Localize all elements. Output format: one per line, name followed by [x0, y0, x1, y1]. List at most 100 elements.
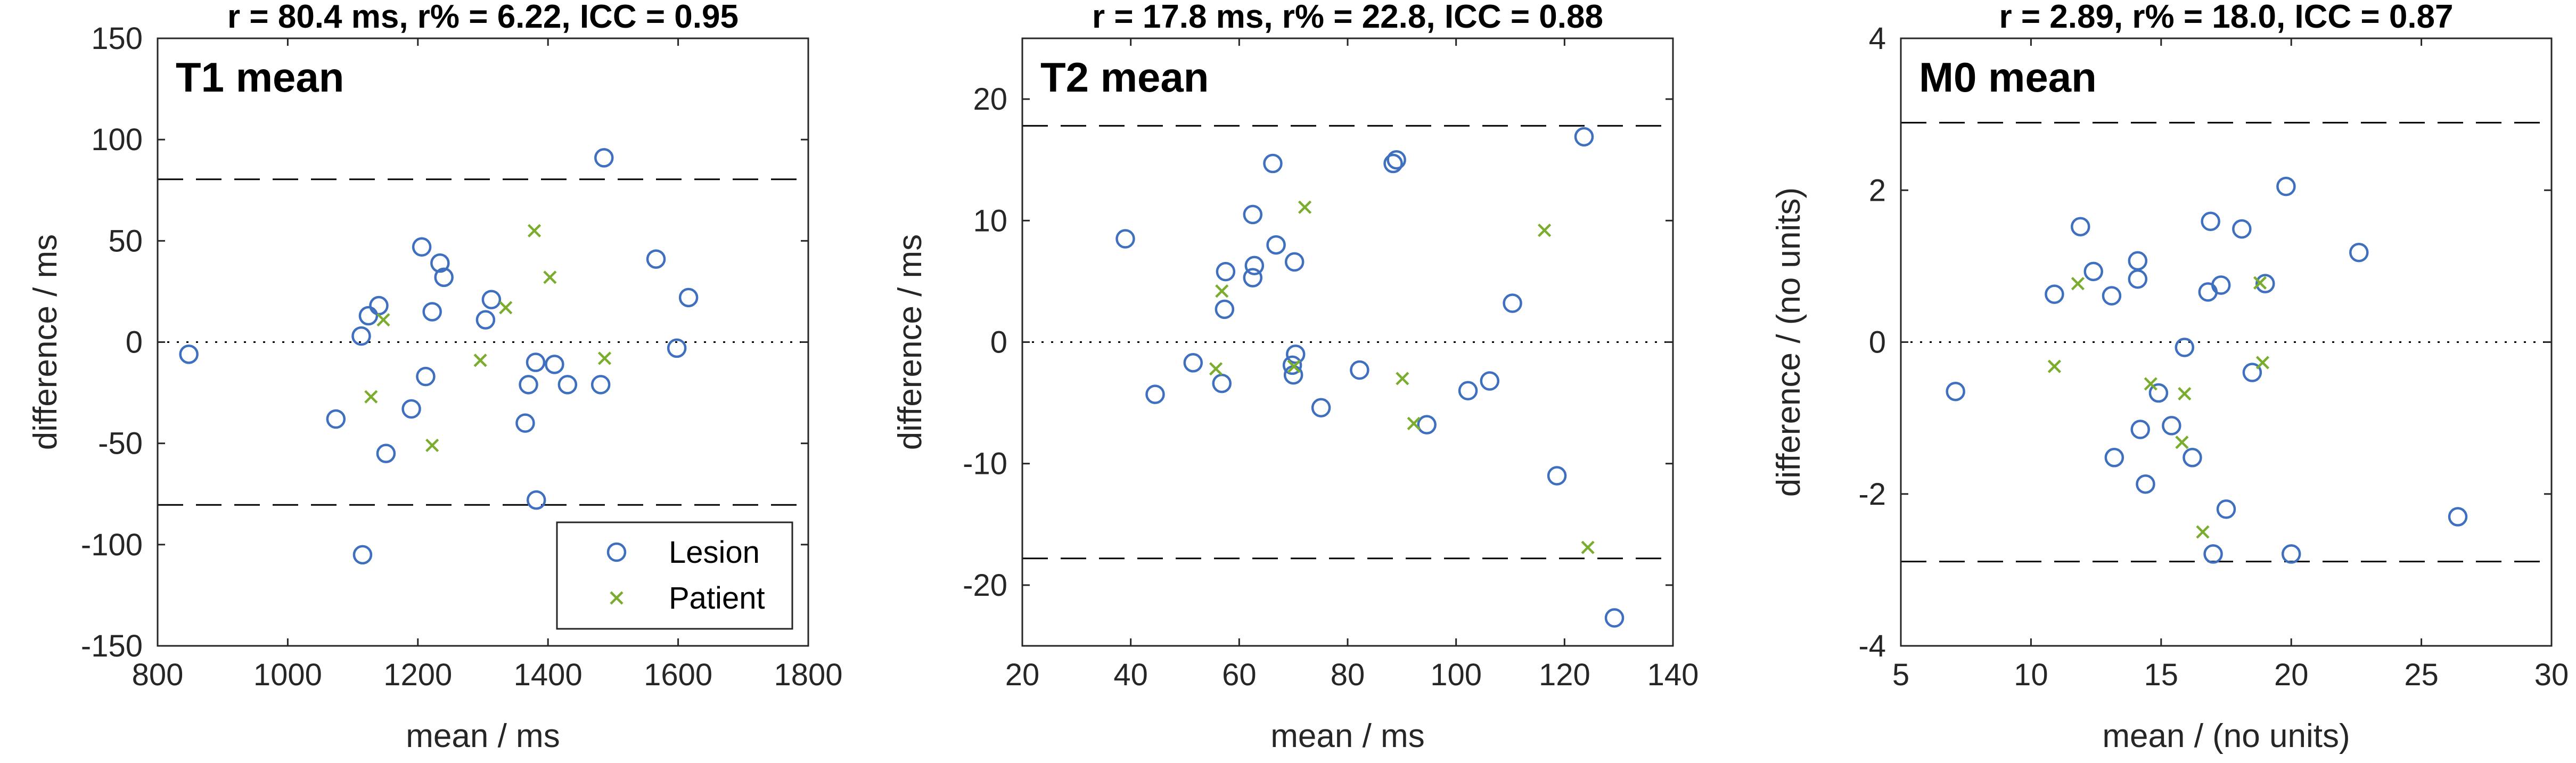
patient-data-point — [2144, 377, 2157, 391]
chart-header-stats: r = 2.89, r% = 18.0, ICC = 0.87 — [1999, 0, 2453, 35]
lesion-data-point — [1946, 381, 1965, 401]
y-tick-label: 150 — [91, 21, 143, 56]
lesion-data-point — [1282, 355, 1302, 375]
legend-box — [556, 521, 793, 630]
chart-panel-1: r = 80.4 ms, r% = 6.22, ICC = 0.95 800 100… — [27, 0, 843, 754]
lesion-data-point — [352, 545, 373, 565]
x-tick-label: 120 — [1539, 658, 1590, 692]
x-tick-label: 15 — [2144, 658, 2179, 692]
lesion-data-point — [2349, 242, 2369, 262]
lesion-data-point — [667, 338, 687, 358]
y-tick-label: 0 — [126, 325, 143, 360]
x-tick-label: 20 — [2274, 658, 2309, 692]
legend-patient-marker — [610, 591, 624, 605]
lesion-data-point — [519, 375, 538, 395]
lesion-data-point — [1311, 398, 1331, 417]
lesion-data-point — [1215, 299, 1235, 319]
x-tick-label: 60 — [1222, 658, 1257, 692]
x-tick-label: 1200 — [383, 658, 452, 692]
lesion-data-point — [2083, 261, 2103, 282]
lesion-data-point — [2448, 507, 2468, 527]
lesion-data-point — [2102, 286, 2122, 306]
x-tick-label: 40 — [1113, 658, 1148, 692]
lesion-data-point — [369, 296, 389, 316]
panel-label: T1 mean — [176, 54, 344, 101]
lesion-data-point — [526, 490, 546, 510]
patient-data-point — [2175, 436, 2189, 449]
lesion-data-point — [1503, 293, 1522, 313]
panel-label: T2 mean — [1040, 54, 1209, 101]
x-axis-label: mean / ms — [1270, 718, 1424, 754]
chart-panel-2: r = 17.8 ms, r% = 22.8, ICC = 0.88 20 40 60… — [892, 0, 1699, 754]
lesion-data-point — [1350, 360, 1369, 380]
patient-data-point — [1396, 372, 1409, 385]
lesion-data-point — [1285, 344, 1306, 364]
patient-data-point — [1298, 200, 1312, 214]
lesion-data-point — [1243, 204, 1263, 225]
lesion-data-point — [1417, 415, 1437, 434]
lesion-data-point — [430, 253, 450, 273]
patient-data-point — [2047, 359, 2061, 373]
lesion-data-point — [412, 237, 432, 257]
x-tick-label: 80 — [1331, 658, 1365, 692]
lesion-data-point — [481, 290, 502, 309]
lesion-data-point — [1574, 127, 1594, 147]
lesion-data-point — [1243, 268, 1263, 288]
lesion-data-point — [1547, 466, 1567, 486]
y-tick-label: -4 — [1858, 629, 1886, 663]
x-tick-label: 25 — [2404, 658, 2439, 692]
lesion-data-point — [557, 375, 578, 395]
patient-data-point — [1287, 359, 1301, 373]
lesion-data-point — [475, 310, 496, 330]
patient-data-point — [2255, 356, 2270, 370]
lesion-data-point — [1284, 252, 1305, 272]
x-tick-label: 140 — [1647, 658, 1699, 692]
lesion-data-point — [179, 344, 199, 364]
chart-panel-3: r = 2.89, r% = 18.0, ICC = 0.875 10 15 20 25… — [1770, 0, 2569, 754]
x-tick-label: 100 — [1430, 658, 1482, 692]
lesion-data-point — [2071, 217, 2090, 236]
lesion-data-point — [1604, 608, 1625, 628]
lesion-data-point — [1115, 229, 1135, 249]
lesion-data-point — [526, 352, 546, 372]
x-tick-label: 800 — [132, 658, 184, 692]
lesion-data-point — [1383, 153, 1403, 174]
lesion-data-point — [2175, 338, 2195, 357]
lesion-data-point — [2162, 416, 2181, 436]
lesion-data-point — [1183, 353, 1203, 373]
lesion-data-point — [1387, 150, 1406, 170]
patient-data-point — [1407, 416, 1421, 430]
lesion-data-point — [2242, 363, 2262, 382]
lesion-data-point — [2203, 544, 2223, 564]
patient-data-point — [473, 354, 487, 367]
patient-data-point — [376, 313, 390, 327]
y-tick-label: 2 — [1869, 173, 1886, 208]
patient-data-point — [1215, 284, 1229, 298]
patient-data-point — [527, 224, 542, 237]
y-tick-label: 0 — [990, 325, 1007, 360]
lesion-data-point — [326, 409, 346, 429]
lesion-data-point — [2136, 474, 2155, 494]
lesion-data-point — [1283, 365, 1303, 385]
x-tick-label: 1400 — [514, 658, 583, 692]
patient-data-point — [2196, 525, 2210, 539]
lesion-data-point — [590, 375, 611, 395]
lesion-data-point — [2104, 448, 2124, 467]
y-tick-label: 20 — [973, 82, 1007, 117]
lesion-data-point — [545, 355, 564, 374]
lesion-data-point — [1458, 381, 1478, 401]
legend-patient-label: Patient — [669, 581, 765, 616]
lesion-data-point — [2276, 176, 2296, 196]
lesion-data-point — [2198, 282, 2218, 302]
y-axis-label: difference / ms — [27, 234, 64, 450]
patient-data-point — [2253, 276, 2267, 290]
legend: Lesion Patient — [556, 521, 793, 630]
patient-data-point — [499, 301, 513, 315]
patient-data-point — [2178, 387, 2192, 401]
lesion-data-point — [2128, 269, 2148, 289]
chart-header-stats: r = 80.4 ms, r% = 6.22, ICC = 0.95 — [227, 0, 739, 35]
lesion-data-point — [1480, 371, 1500, 391]
panel-label: M0 mean — [1919, 54, 2097, 101]
patient-data-point — [1581, 540, 1595, 554]
lesion-data-point — [416, 366, 436, 387]
